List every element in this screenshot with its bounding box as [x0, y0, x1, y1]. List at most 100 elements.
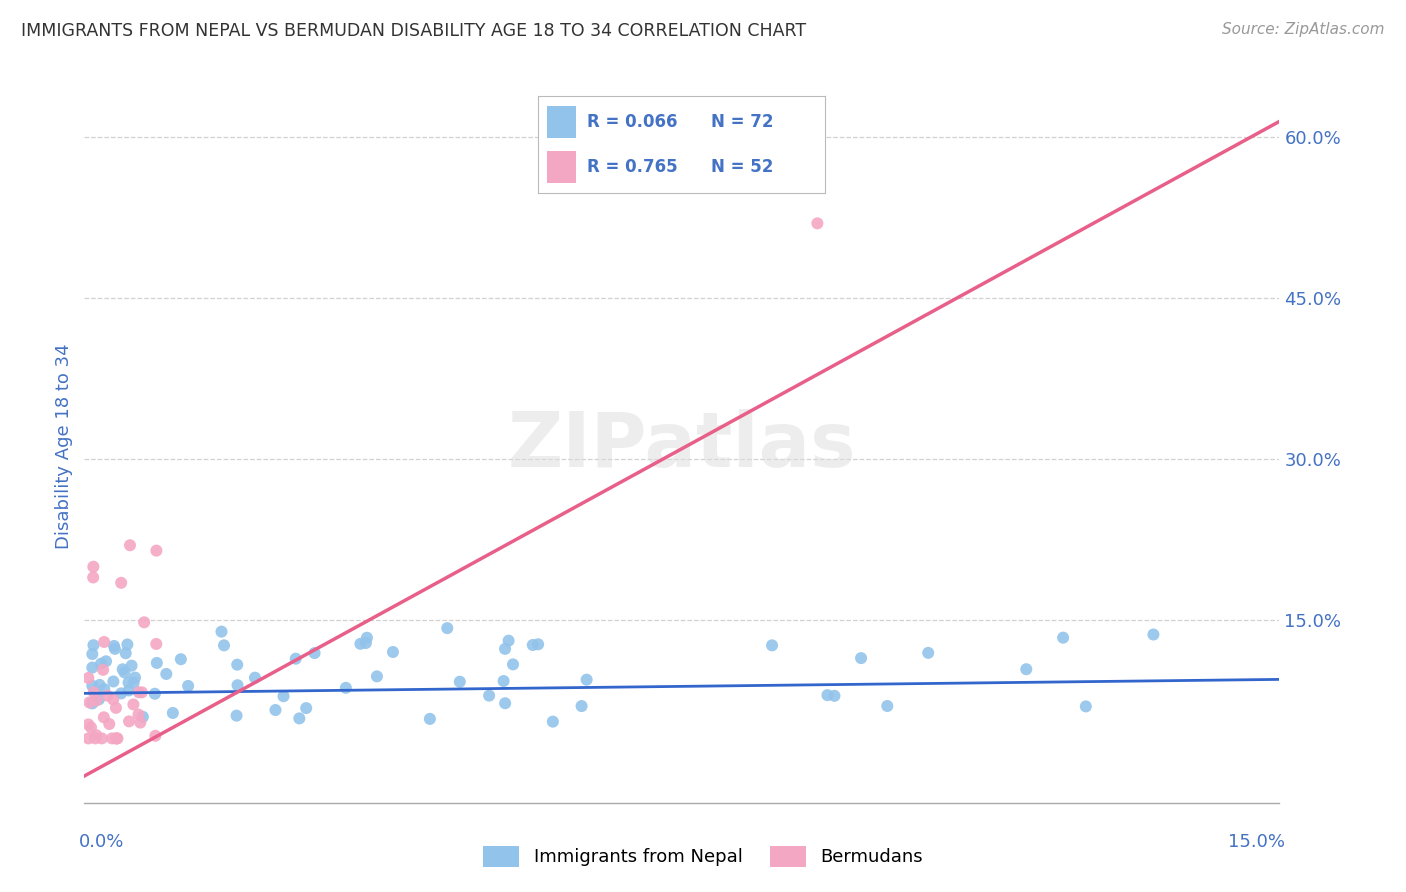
Point — [84, 693, 107, 707]
Point — [492, 673, 515, 688]
Point — [449, 674, 471, 689]
Point — [118, 714, 141, 729]
Point — [91, 663, 114, 677]
Point — [122, 676, 145, 690]
Point — [111, 662, 134, 676]
Point — [366, 669, 388, 683]
Point — [541, 714, 564, 729]
Point — [162, 706, 184, 720]
Point — [110, 686, 132, 700]
Point — [211, 624, 233, 639]
Point — [304, 646, 326, 660]
Point — [117, 675, 139, 690]
Point — [101, 731, 124, 746]
Y-axis label: Disability Age 18 to 34: Disability Age 18 to 34 — [55, 343, 73, 549]
Point — [84, 731, 107, 746]
Point — [89, 678, 111, 692]
Point — [419, 712, 441, 726]
Point — [103, 674, 125, 689]
Point — [107, 731, 129, 746]
Point — [381, 645, 404, 659]
Point — [82, 647, 104, 661]
Point — [806, 216, 828, 230]
Point — [876, 698, 898, 713]
Point — [170, 652, 193, 666]
Point — [77, 671, 100, 685]
Point — [212, 639, 235, 653]
Point — [177, 679, 200, 693]
Legend: Immigrants from Nepal, Bermudans: Immigrants from Nepal, Bermudans — [475, 838, 931, 874]
Point — [103, 639, 125, 653]
Point — [502, 657, 524, 672]
Point — [80, 721, 103, 735]
Point — [118, 683, 141, 698]
Point — [349, 637, 371, 651]
Point — [273, 690, 295, 704]
Point — [356, 631, 378, 645]
Point — [131, 685, 153, 699]
Point — [77, 731, 100, 746]
Point — [1074, 699, 1097, 714]
Point — [478, 689, 501, 703]
Point — [1015, 662, 1038, 676]
Point — [82, 660, 104, 674]
Point — [82, 679, 104, 693]
Point — [243, 671, 266, 685]
Point — [145, 637, 167, 651]
Point — [284, 651, 307, 665]
Point — [83, 685, 105, 699]
Point — [93, 682, 115, 697]
Point — [226, 678, 249, 692]
Text: 15.0%: 15.0% — [1229, 833, 1285, 851]
Point — [1052, 631, 1074, 645]
Point — [761, 638, 783, 652]
Point — [295, 701, 318, 715]
Point — [1142, 627, 1164, 641]
Point — [77, 717, 100, 731]
Point — [82, 559, 104, 574]
Point — [264, 703, 287, 717]
Point — [84, 728, 107, 742]
Point — [127, 707, 149, 722]
Point — [114, 665, 136, 680]
Point — [105, 731, 128, 746]
Point — [110, 575, 132, 590]
Point — [498, 633, 520, 648]
Point — [823, 689, 845, 703]
Point — [155, 667, 177, 681]
Point — [522, 638, 544, 652]
Point — [288, 711, 311, 725]
Point — [128, 685, 150, 699]
Point — [575, 673, 598, 687]
Point — [82, 638, 104, 652]
Point — [82, 697, 104, 711]
Point — [436, 621, 458, 635]
Point — [146, 656, 169, 670]
Point — [121, 658, 143, 673]
Point — [93, 635, 115, 649]
Point — [96, 689, 118, 703]
Text: Source: ZipAtlas.com: Source: ZipAtlas.com — [1222, 22, 1385, 37]
Point — [90, 657, 112, 671]
Point — [143, 687, 166, 701]
Point — [103, 692, 125, 706]
Point — [104, 701, 127, 715]
Point — [571, 699, 593, 714]
Point — [117, 637, 139, 651]
Point — [226, 657, 249, 672]
Point — [93, 710, 115, 724]
Point — [98, 717, 121, 731]
Point — [849, 651, 872, 665]
Point — [815, 688, 838, 702]
Point — [494, 696, 516, 710]
Point — [335, 681, 357, 695]
Point — [527, 637, 550, 651]
Point — [79, 696, 101, 710]
Point — [105, 731, 128, 746]
Point — [132, 710, 155, 724]
Point — [124, 671, 146, 685]
Point — [145, 729, 167, 743]
Point — [145, 543, 167, 558]
Point — [104, 641, 127, 656]
Point — [118, 538, 141, 552]
